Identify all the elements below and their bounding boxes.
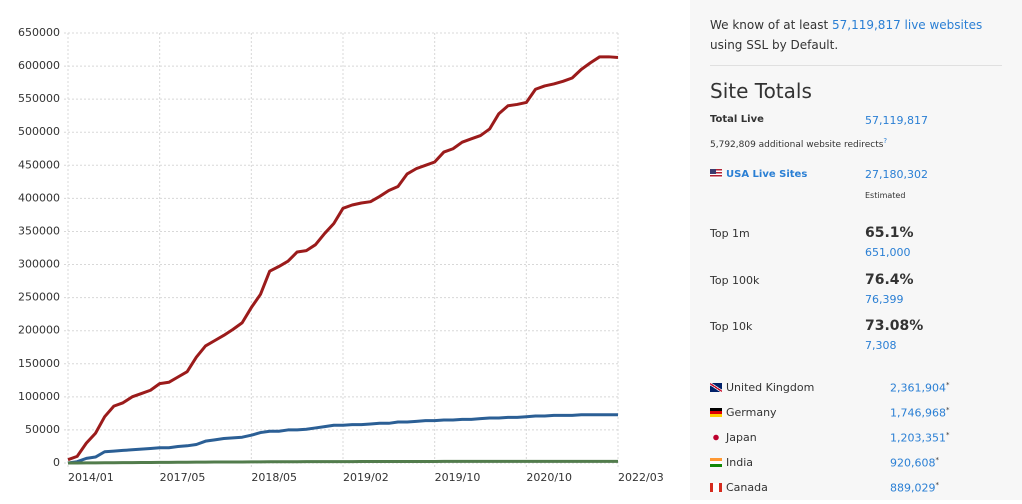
flag: [710, 458, 722, 467]
y-tick-label: 250000: [18, 291, 60, 304]
y-tick-label: 350000: [18, 224, 60, 237]
redirects: 5,792,809 additional website redirects?: [710, 137, 887, 150]
country-value-text: 1,203,351: [890, 431, 946, 445]
country-mark: *: [945, 381, 950, 389]
x-tick-label: 2017/05: [160, 471, 206, 484]
total-label: Total Live: [710, 114, 764, 125]
chart: 0 50000 100000 150000 200000 250000 300000 3500…: [18, 26, 664, 484]
country-value: 889,029*: [890, 481, 939, 495]
flag: [710, 483, 722, 492]
country-name: India: [710, 456, 753, 469]
x-tick-label: 2019/02: [343, 471, 389, 484]
x-tick-label: 2022/03: [618, 471, 664, 484]
x-tick-label: 2014/01: [68, 471, 114, 484]
country-name-text: Japan: [726, 431, 757, 444]
country-value-text: 1,746,968: [890, 406, 946, 420]
country-value-text: 2,361,904: [890, 381, 946, 395]
y-tick-label: 600000: [18, 59, 60, 72]
y-tick-label: 150000: [18, 357, 60, 370]
y-tick-label: 0: [53, 456, 60, 469]
country-name: Canada: [710, 481, 768, 494]
country-value-text: 889,029: [890, 481, 936, 495]
top-pct: 73.08%: [865, 318, 924, 334]
usa-note: Estimated: [865, 191, 906, 200]
top-pct: 65.1%: [865, 225, 914, 241]
y-tick-label: 450000: [18, 158, 60, 171]
top-count: 651,000: [865, 246, 911, 259]
usa-label[interactable]: USA Live Sites: [710, 169, 807, 180]
country-value: 920,608*: [890, 456, 939, 470]
intro-text: using SSL by Default.: [710, 38, 839, 52]
y-tick-label: 550000: [18, 92, 60, 105]
top-count: 7,308: [865, 339, 897, 352]
y-tick-label: 200000: [18, 324, 60, 337]
panel-title: Site Totals: [710, 79, 812, 103]
help-mark[interactable]: ?: [883, 137, 888, 145]
country-name: Japan: [710, 431, 757, 444]
country-name-text: India: [726, 456, 753, 469]
x-tick-label: 2018/05: [251, 471, 297, 484]
x-tick-label: 2020/10: [526, 471, 572, 484]
y-tick-label: 400000: [18, 191, 60, 204]
country-name-text: Germany: [726, 406, 777, 419]
country-value: 1,203,351*: [890, 431, 949, 445]
top-label: Top 1m: [710, 227, 750, 240]
usa-label-text[interactable]: USA Live Sites: [726, 169, 808, 180]
country-value: 2,361,904*: [890, 381, 949, 395]
country-mark: *: [945, 406, 950, 414]
series-line: [67, 413, 618, 465]
x-tick-label: 2019/10: [435, 471, 481, 484]
country-name: Germany: [710, 406, 777, 419]
country-name-text: United Kingdom: [726, 381, 815, 394]
y-tick-label: 100000: [18, 390, 60, 403]
y-tick-label: 300000: [18, 258, 60, 271]
intro-text: We know of at least: [710, 18, 829, 32]
top-label: Top 100k: [710, 273, 760, 287]
top-label: Top 10k: [710, 320, 753, 333]
side-panel: We know of at least 57,119,817 live webs…: [690, 0, 1022, 500]
flag: [710, 433, 722, 442]
intro-link[interactable]: 57,119,817 live websites: [832, 18, 983, 32]
series-line: [68, 459, 618, 465]
country-mark: *: [935, 456, 940, 464]
flag: [710, 408, 722, 417]
total-value: 57,119,817: [865, 114, 928, 127]
country-value: 1,746,968*: [890, 406, 949, 420]
top-pct: 76.4%: [865, 271, 914, 288]
top-count: 76,399: [865, 292, 904, 306]
y-tick-label: 50000: [25, 423, 60, 436]
divider: [710, 65, 1002, 66]
usa-value: 27,180,302: [865, 168, 928, 181]
country-mark: *: [945, 431, 950, 439]
redirects-text: 5,792,809 additional website redirects: [710, 140, 884, 150]
series-line: [67, 55, 619, 462]
country-value-text: 920,608: [890, 456, 936, 470]
country-mark: *: [935, 481, 940, 489]
flag: [710, 383, 722, 392]
country-name: United Kingdom: [710, 381, 814, 394]
y-tick-label: 500000: [18, 125, 60, 138]
y-tick-label: 650000: [18, 26, 60, 39]
intro: We know of at least 57,119,817 live webs…: [710, 15, 1010, 55]
country-name-text: Canada: [726, 481, 768, 494]
